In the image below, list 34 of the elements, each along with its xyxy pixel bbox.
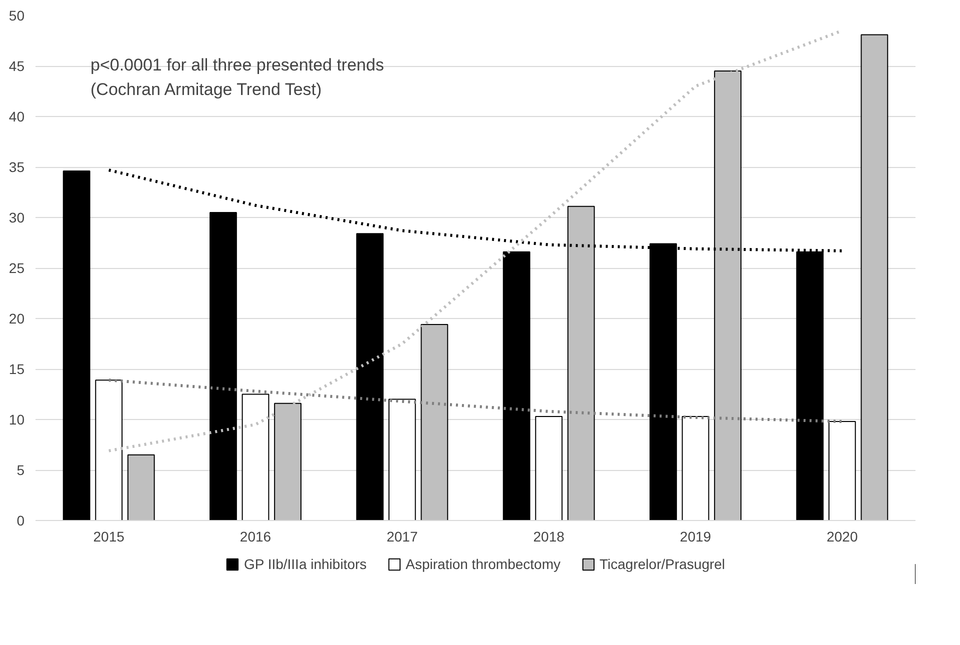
y-tick-label: 0 <box>16 512 25 528</box>
bar <box>828 421 856 520</box>
y-tick-label: 20 <box>8 310 25 326</box>
bar <box>95 380 123 520</box>
x-tick-label: 2020 <box>826 528 858 544</box>
y-tick-label: 15 <box>8 361 25 377</box>
bar <box>860 34 888 520</box>
y-tick-label: 45 <box>8 58 25 74</box>
y-tick-label: 10 <box>8 412 25 428</box>
bar <box>62 170 90 520</box>
bar <box>210 212 237 520</box>
y-tick-label: 35 <box>8 159 25 175</box>
bar <box>388 398 416 520</box>
bar <box>535 416 563 520</box>
y-tick-label: 25 <box>8 260 25 276</box>
x-tick-label: 2016 <box>240 528 272 544</box>
y-tick-label: 30 <box>8 210 25 226</box>
annotation: p<0.0001 for all three presented trends (Cochran Armitage Trend Test) <box>90 56 384 100</box>
legend-label: Aspiration thrombectomy <box>406 556 561 572</box>
x-tick-label: 2017 <box>386 528 418 544</box>
legend-label: Ticagrelor/Prasugrel <box>600 556 726 572</box>
bar <box>242 394 270 520</box>
x-tick-label: 2019 <box>680 528 712 544</box>
bar <box>502 251 530 520</box>
bar <box>127 454 155 520</box>
x-tick-label: 2015 <box>93 528 125 544</box>
y-tick-label: 5 <box>16 462 25 478</box>
legend-label: GP IIb/IIIa inhibitors <box>244 556 367 572</box>
bar <box>356 233 384 520</box>
y-tick-label: 50 <box>8 8 25 24</box>
line-series <box>107 378 844 424</box>
x-tick-label: 2018 <box>533 528 565 544</box>
bar <box>682 416 710 520</box>
y-tick-label: 40 <box>8 108 25 124</box>
